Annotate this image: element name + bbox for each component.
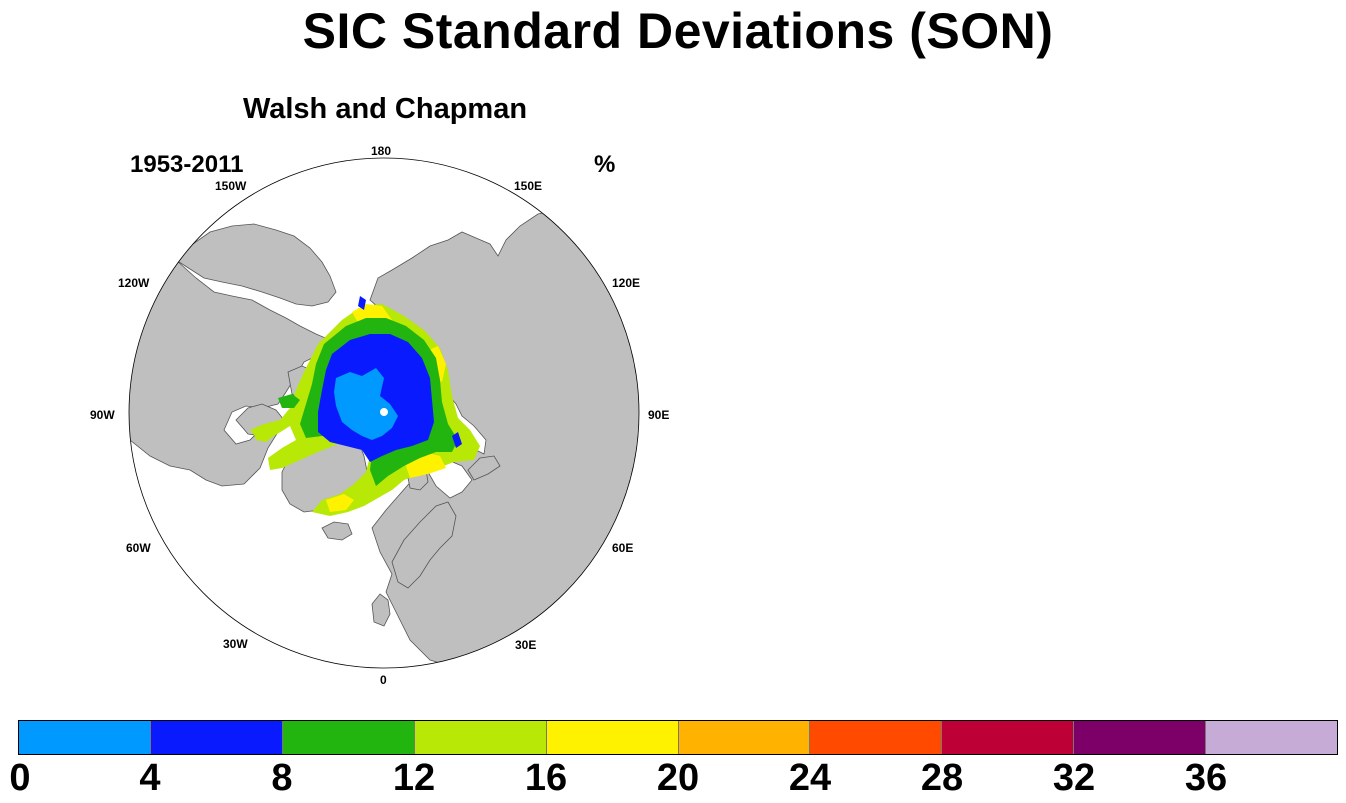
- sic-fragment-4-8: [452, 432, 462, 448]
- colorbar-tick-label: 0: [9, 757, 31, 799]
- sic-patch-16-20: [326, 494, 354, 512]
- colorbar-segment-7: [942, 721, 1075, 754]
- lon-label-150w: 150W: [215, 179, 247, 193]
- lon-label-90e: 90E: [648, 408, 670, 422]
- sic-field: [250, 296, 480, 516]
- colorbar-tick-label: 24: [788, 757, 832, 799]
- land-alaska: [175, 223, 337, 307]
- units-label: %: [594, 151, 616, 178]
- sic-fragment-8-12: [278, 394, 300, 408]
- colorbar-segment-6: [810, 721, 943, 754]
- colorbar-segment-5: [678, 721, 811, 754]
- lon-label-60e: 60E: [612, 541, 634, 555]
- land-scandinavia: [391, 501, 457, 589]
- lon-label-150e: 150E: [514, 179, 543, 193]
- lon-label-90w: 90W: [90, 408, 115, 422]
- colorbar-tick-label: 36: [1184, 757, 1228, 799]
- lon-label-60w: 60W: [126, 541, 151, 555]
- pole-hole: [380, 408, 388, 416]
- colorbar-segment-4: [546, 721, 679, 754]
- colorbar: [18, 720, 1338, 755]
- land-novaya-zemlya: [467, 455, 501, 481]
- land-iceland: [321, 521, 353, 541]
- map-border: [128, 157, 640, 669]
- land-great-britain: [371, 593, 391, 627]
- sic-fragment-4-8: [358, 296, 366, 310]
- sic-fragment-12-16: [254, 428, 276, 442]
- land-north-america: [129, 257, 331, 487]
- colorbar-segment-9: [1206, 721, 1338, 754]
- lon-label-180: 180: [371, 144, 392, 158]
- colorbar-segment-1: [150, 721, 283, 754]
- figure-title: SIC Standard Deviations (SON): [302, 3, 1054, 59]
- colorbar-segment-2: [282, 721, 415, 754]
- colorbar-segment-3: [414, 721, 547, 754]
- lon-label-0: 0: [380, 673, 387, 687]
- colorbar-segment-8: [1074, 721, 1207, 754]
- sic-band-0-4: [334, 368, 398, 440]
- colorbar-tick-label: 32: [1052, 757, 1096, 799]
- colorbar-tick-label: 12: [392, 757, 436, 799]
- colorbar-tick-label: 16: [524, 757, 568, 799]
- colorbar-segment-0: [19, 721, 151, 754]
- lon-label-30e: 30E: [515, 638, 537, 652]
- lon-label-30w: 30W: [223, 637, 248, 651]
- colorbar-tick-label: 8: [271, 757, 293, 799]
- panel-subtitle: Walsh and Chapman: [242, 93, 528, 125]
- lon-label-120w: 120W: [118, 276, 150, 290]
- colorbar-tick-label: 28: [920, 757, 964, 799]
- period-label: 1953-2011: [130, 151, 244, 178]
- lon-label-120e: 120E: [612, 276, 641, 290]
- colorbar-tick-label: 4: [139, 757, 161, 799]
- land-eurasia: [369, 209, 639, 668]
- colorbar-tick-label: 20: [656, 757, 700, 799]
